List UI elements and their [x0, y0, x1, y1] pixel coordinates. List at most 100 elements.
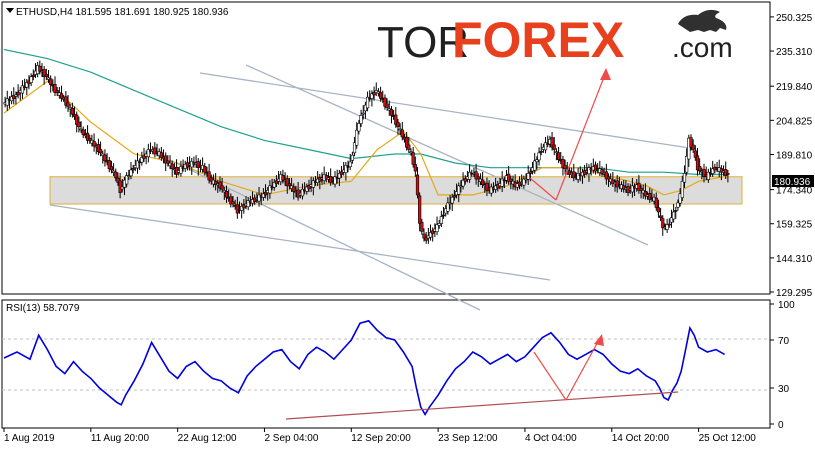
- candle-body: [12, 94, 16, 100]
- time-tick-label: 22 Aug 12:00: [178, 433, 237, 444]
- candle-body: [179, 166, 183, 174]
- candle-body: [146, 149, 150, 158]
- candle-body: [242, 204, 246, 209]
- rsi-tick-label: 70: [778, 336, 790, 347]
- candle-body: [435, 224, 439, 233]
- candle-body: [422, 233, 426, 239]
- candle-body: [218, 181, 222, 189]
- candle-body: [348, 161, 352, 168]
- candle-body: [481, 179, 485, 186]
- current-price-label: 180.936: [774, 177, 811, 188]
- candle-body: [29, 76, 33, 83]
- candle-body: [311, 180, 315, 188]
- price-axis: 250.325 235.310 219.840 204.825 189.810 174.3…: [770, 13, 813, 299]
- candle-body: [98, 149, 103, 154]
- candle-body: [394, 114, 398, 125]
- candle-body: [49, 78, 53, 85]
- price-panel[interactable]: [1, 1, 771, 295]
- candle-body: [719, 168, 723, 173]
- candle-body: [109, 166, 114, 171]
- candle-body: [116, 177, 120, 183]
- candle-body: [450, 196, 454, 204]
- logo-text-tor: TOR: [377, 18, 469, 67]
- candle-body: [702, 169, 706, 178]
- rsi-arrow-down: [533, 351, 567, 401]
- candle-body: [543, 142, 548, 151]
- candle-body: [526, 173, 530, 180]
- candle-body: [661, 218, 665, 229]
- candle-body: [556, 152, 561, 161]
- candle-body: [378, 92, 383, 99]
- candle-body: [665, 224, 669, 230]
- candle-body: [396, 121, 400, 128]
- rsi-axis: 100 70 30 0: [770, 300, 795, 431]
- rsi-forecast-arrow: [533, 334, 604, 401]
- candle-body: [344, 165, 348, 173]
- candle-body: [355, 129, 359, 146]
- candle-body: [196, 161, 200, 168]
- candle-body: [75, 114, 79, 125]
- candle-body: [682, 173, 687, 183]
- candle-body: [257, 194, 261, 202]
- candle-body: [389, 109, 394, 116]
- candle-body: [689, 137, 693, 148]
- candle-body: [711, 168, 715, 174]
- candle-body: [159, 152, 163, 158]
- candle-body: [268, 185, 272, 194]
- candle-body: [64, 96, 68, 106]
- candle-body: [38, 65, 42, 72]
- candle-body: [457, 185, 461, 195]
- time-tick-label: 23 Sep 12:00: [438, 433, 498, 444]
- candle-body: [224, 190, 229, 198]
- candle-body: [583, 170, 587, 175]
- candle-body: [643, 190, 648, 197]
- candle-body: [253, 197, 257, 203]
- candle-body: [357, 123, 361, 132]
- candle-body: [554, 151, 559, 154]
- candle-body: [135, 160, 140, 169]
- candle-body: [659, 215, 663, 218]
- candle-body: [576, 173, 580, 180]
- candle-body: [431, 230, 435, 234]
- candle-body: [153, 147, 157, 155]
- candle-body: [16, 91, 20, 96]
- candle-body: [496, 183, 500, 189]
- candle-body: [656, 207, 661, 213]
- candle-body: [59, 93, 64, 99]
- candle-body: [300, 188, 305, 197]
- candle-body: [231, 201, 235, 205]
- candle-body: [672, 211, 676, 220]
- candle-body: [329, 175, 333, 183]
- candle-body: [307, 185, 311, 189]
- candle-body: [365, 96, 370, 109]
- candle-body: [698, 165, 702, 172]
- ma-slow-line: [3, 48, 725, 176]
- rsi-trend-line: [285, 391, 679, 420]
- candle-body: [676, 202, 680, 208]
- candle-body: [55, 90, 59, 93]
- candle-body: [31, 74, 35, 78]
- candle-body: [44, 74, 48, 78]
- candle-body: [593, 164, 598, 172]
- candle-body: [517, 181, 522, 187]
- symbol-dropdown-icon[interactable]: [6, 8, 14, 13]
- candle-body: [654, 197, 658, 208]
- candle-body: [674, 210, 678, 212]
- candle-body: [305, 186, 309, 192]
- rsi-line: [3, 319, 725, 416]
- logo-text-com: .com: [672, 32, 733, 63]
- candle-body: [507, 173, 511, 182]
- forecast-arrowhead-icon: [600, 68, 611, 80]
- candle-body: [324, 175, 328, 180]
- rsi-panel[interactable]: [1, 299, 771, 429]
- candle-body: [53, 83, 57, 93]
- candle-body: [418, 195, 422, 224]
- time-tick-label: 11 Aug 20:00: [91, 433, 150, 444]
- candle-body: [140, 157, 144, 163]
- candle-body: [281, 175, 285, 181]
- candle-body: [539, 150, 543, 153]
- candle-body: [528, 171, 532, 174]
- candle-body: [274, 180, 279, 184]
- candle-body: [615, 180, 619, 188]
